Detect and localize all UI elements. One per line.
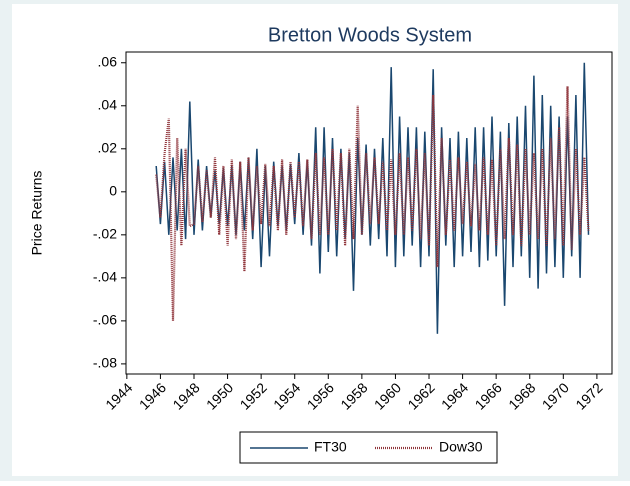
y-tick-label: .02 — [98, 139, 118, 155]
y-tick-label: -.04 — [93, 269, 117, 285]
legend-label: FT30 — [314, 439, 347, 455]
y-axis-label: Price Returns — [29, 171, 45, 256]
series-line — [155, 62, 590, 334]
y-tick-label: -.02 — [93, 226, 117, 242]
chart-title: Bretton Woods System — [268, 24, 472, 46]
y-tick-label: .06 — [98, 53, 118, 69]
y-tick-label: -.08 — [93, 355, 117, 371]
y-tick-label: 0 — [109, 183, 117, 199]
legend — [239, 431, 498, 464]
y-tick-label: .04 — [98, 96, 118, 112]
y-tick-label: -.06 — [93, 312, 117, 328]
legend-label: Dow30 — [439, 439, 483, 455]
series-line — [155, 86, 590, 321]
